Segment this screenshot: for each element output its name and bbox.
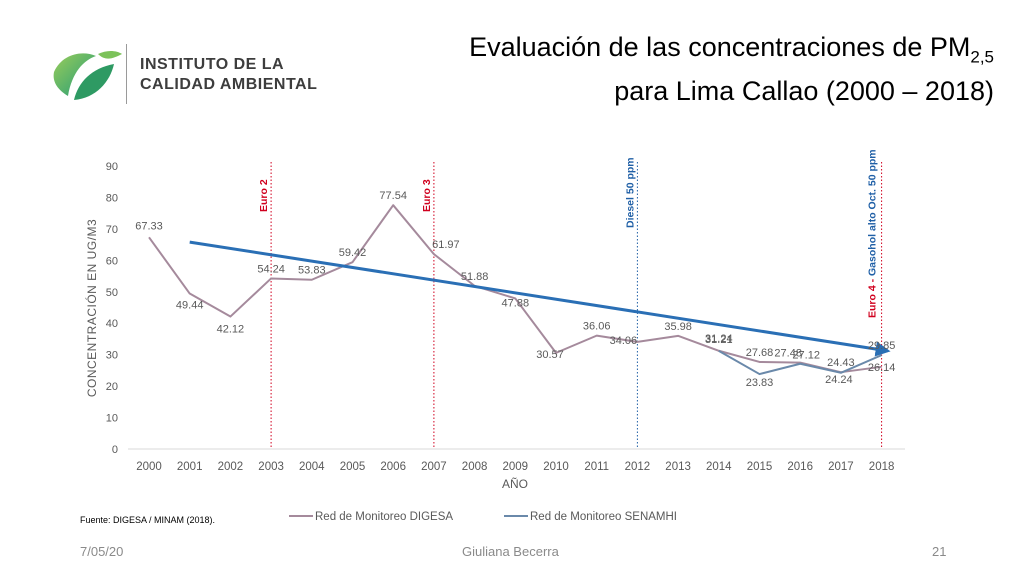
y-tick-label: 40 xyxy=(106,318,118,330)
y-tick-label: 70 xyxy=(106,224,118,236)
x-tick-label: 2002 xyxy=(218,461,244,473)
logo-divider xyxy=(126,44,127,104)
data-label: 30.57 xyxy=(536,349,564,361)
data-label: 59.42 xyxy=(339,247,367,259)
x-tick-label: 2003 xyxy=(258,461,284,473)
data-label: 42.12 xyxy=(217,324,245,336)
logo-text: INSTITUTO DE LA CALIDAD AMBIENTAL xyxy=(140,55,317,95)
x-axis-title: AÑO xyxy=(502,477,528,491)
data-label: 77.54 xyxy=(379,190,407,202)
x-tick-label: 2000 xyxy=(136,461,162,473)
event-label: Diesel 50 ppm xyxy=(624,157,636,228)
y-tick-label: 10 xyxy=(106,413,118,425)
x-tick-label: 2015 xyxy=(747,461,773,473)
x-tick-label: 2014 xyxy=(706,461,732,473)
data-label: 36.06 xyxy=(583,321,611,333)
x-tick-label: 2011 xyxy=(584,461,609,473)
data-label: 49.44 xyxy=(176,300,204,312)
series-line-digesa xyxy=(148,204,882,374)
data-label: 51.88 xyxy=(461,271,489,283)
title-line1: Evaluación de las concentraciones de PM xyxy=(469,32,971,62)
event-markers: Euro 2 Euro 3 Diesel 50 ppm Euro 4 - Gasoho… xyxy=(258,149,883,449)
data-label: 23.83 xyxy=(746,377,774,389)
title-line2: para Lima Callao (2000 – 2018) xyxy=(614,76,994,107)
data-label: 27.68 xyxy=(746,347,774,359)
x-tick-label: 2016 xyxy=(787,461,813,473)
x-tick-label: 2008 xyxy=(462,461,488,473)
x-tick-label: 2017 xyxy=(828,461,854,473)
event-label-euro4: Euro 4 - Gasohol alto Oct. 50 ppm xyxy=(867,149,879,318)
footer-page-number: 21 xyxy=(932,544,947,559)
x-tick-label: 2005 xyxy=(340,461,366,473)
data-label: 47.88 xyxy=(502,297,530,309)
y-tick-label: 20 xyxy=(106,381,118,393)
series xyxy=(148,204,891,376)
footer-date: 7/05/20 xyxy=(80,544,124,559)
x-tick-label: 2001 xyxy=(177,461,203,473)
data-label: 67.33 xyxy=(135,220,163,232)
event-label: Euro 2 xyxy=(258,179,270,212)
data-label: 34.06 xyxy=(610,335,638,347)
data-label: 31.21 xyxy=(705,334,733,346)
leaf-logo-icon xyxy=(53,51,122,104)
data-label: 24.43 xyxy=(827,357,855,369)
source-note: Fuente: DIGESA / MINAM (2018). xyxy=(80,515,216,525)
data-label: 27.12 xyxy=(792,350,820,362)
legend-label: Red de Monitoreo DIGESA xyxy=(315,511,453,523)
data-label: 54.24 xyxy=(257,263,285,275)
y-tick-label: 30 xyxy=(106,350,118,362)
x-tick-label: 2013 xyxy=(665,461,691,473)
footer-author: Giuliana Becerra xyxy=(462,544,559,559)
y-tick-label: 80 xyxy=(106,192,118,204)
data-label: 35.98 xyxy=(664,321,692,333)
event-label: Euro 3 xyxy=(421,179,433,212)
legend: Red de Monitoreo DIGESA Red de Monitoreo … xyxy=(289,511,677,523)
data-label: 29.85 xyxy=(868,340,896,352)
x-tick-label: 2004 xyxy=(299,461,325,473)
data-label: 27.48 xyxy=(774,348,802,360)
y-tick-label: 0 xyxy=(112,444,118,456)
x-tick-label: 2009 xyxy=(503,461,529,473)
data-labels: 67.33 49.44 42.12 54.24 53.83 59.42 77.54 61.97… xyxy=(135,190,895,389)
y-tick-label: 60 xyxy=(106,255,118,267)
x-tick-label: 2018 xyxy=(869,461,895,473)
logo-line1: INSTITUTO DE LA xyxy=(140,56,285,73)
y-tick-label: 50 xyxy=(106,287,118,299)
data-label: 24.24 xyxy=(825,374,853,386)
x-tick-label: 2007 xyxy=(421,461,447,473)
legend-label: Red de Monitoreo SENAMHI xyxy=(530,511,677,523)
trend-line xyxy=(189,240,891,357)
logo-line2: CALIDAD AMBIENTAL xyxy=(140,76,318,93)
axes: 0 10 20 30 40 50 60 70 80 90 2000 2001 2002 2003 2004 2… xyxy=(84,161,894,491)
y-tick-label: 90 xyxy=(106,161,118,173)
y-axis-title: CONCENTRACIÓN EN UG/M3 xyxy=(84,219,99,397)
data-label: 26.14 xyxy=(868,362,896,374)
data-label: 31.24 xyxy=(705,333,733,345)
data-label: 61.97 xyxy=(432,239,460,251)
page-title: Evaluación de las concentraciones de PM2… xyxy=(469,30,994,108)
data-label: 53.83 xyxy=(298,265,326,277)
x-tick-label: 2012 xyxy=(625,461,651,473)
title-subscript: 2,5 xyxy=(970,47,994,67)
series-line-senamhi xyxy=(718,349,882,376)
x-tick-label: 2006 xyxy=(380,461,406,473)
x-tick-label: 2010 xyxy=(543,461,569,473)
